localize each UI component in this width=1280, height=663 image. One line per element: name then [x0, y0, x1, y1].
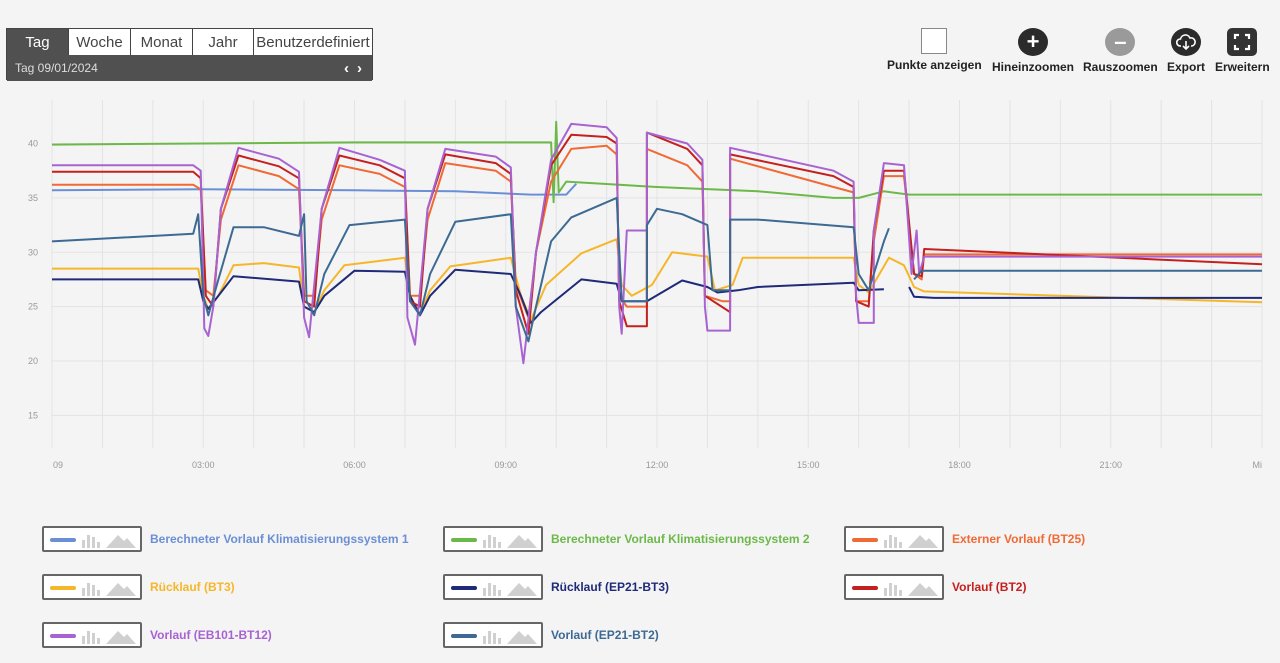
show-points-label: Punkte anzeigen: [887, 58, 982, 72]
chart-series: [51, 120, 1263, 365]
tab-woche[interactable]: Woche: [69, 29, 131, 55]
y-tick-label: 25: [28, 302, 38, 312]
legend-swatch[interactable]: [844, 574, 944, 600]
period-selector: Tag Woche Monat Jahr Benutzerdefiniert T…: [6, 28, 373, 81]
series-line[interactable]: [51, 120, 1262, 204]
legend-swatch[interactable]: [844, 526, 944, 552]
y-tick-label: 20: [28, 356, 38, 366]
y-tick-label: 35: [28, 193, 38, 203]
fullscreen-icon: [1227, 28, 1258, 56]
legend-item[interactable]: Vorlauf (EP21-BT2): [443, 622, 659, 648]
chart-type-icon: [483, 535, 537, 548]
chart-type-icon: [884, 535, 938, 548]
legend-label: Rücklauf (BT3): [150, 580, 235, 594]
x-tick-label: 15:00: [797, 460, 820, 470]
x-tick-label: 06:00: [343, 460, 366, 470]
x-tick-label: Mi: [1253, 460, 1263, 470]
legend-item[interactable]: Rücklauf (EP21-BT3): [443, 574, 669, 600]
date-bar: Tag 09/01/2024 ‹ ›: [7, 55, 372, 81]
legend-swatch[interactable]: [42, 574, 142, 600]
legend-line-marker: [451, 586, 477, 590]
x-axis-ticks: 09 03:00 06:00 09:00 12:00 15:00 18:00 21:00 Mi: [53, 460, 1262, 470]
y-tick-label: 30: [28, 247, 38, 257]
legend-item[interactable]: Berechneter Vorlauf Klimatisierungssyste…: [42, 526, 409, 552]
x-tick-label: 03:00: [192, 460, 215, 470]
expand-label: Erweitern: [1215, 60, 1270, 74]
series-line[interactable]: [913, 269, 1262, 281]
series-line[interactable]: [52, 268, 884, 324]
zoom-in-button[interactable]: + Hineinzoomen: [992, 28, 1074, 74]
legend-swatch[interactable]: [42, 526, 142, 552]
legend-label: Berechneter Vorlauf Klimatisierungssyste…: [150, 532, 409, 546]
x-tick-label: 09: [53, 460, 63, 470]
zoom-out-button[interactable]: – Rauszoomen: [1083, 28, 1158, 74]
show-points-toggle[interactable]: Punkte anzeigen: [887, 28, 982, 74]
legend-line-marker: [50, 634, 76, 638]
chart-type-icon: [483, 631, 537, 644]
cloud-download-icon: [1171, 28, 1201, 56]
legend-item[interactable]: Berechneter Vorlauf Klimatisierungssyste…: [443, 526, 810, 552]
legend-label: Vorlauf (EB101-BT12): [150, 628, 272, 642]
legend-item[interactable]: Vorlauf (EB101-BT12): [42, 622, 272, 648]
zoom-in-label: Hineinzoomen: [992, 60, 1075, 74]
legend-line-marker: [451, 538, 477, 542]
legend-swatch[interactable]: [443, 526, 543, 552]
chart-type-icon: [82, 583, 136, 596]
legend-label: Berechneter Vorlauf Klimatisierungssyste…: [551, 532, 810, 546]
legend-line-marker: [50, 586, 76, 590]
chart-type-icon: [483, 583, 537, 596]
export-label: Export: [1167, 60, 1206, 74]
x-tick-label: 09:00: [494, 460, 517, 470]
series-line[interactable]: [908, 286, 1262, 299]
chart-type-icon: [82, 631, 136, 644]
series-line[interactable]: [51, 183, 578, 196]
series-line[interactable]: [52, 238, 1263, 321]
tab-benutzerdefiniert[interactable]: Benutzerdefiniert: [256, 33, 370, 51]
date-navigation: ‹ ›: [344, 60, 362, 77]
expand-button[interactable]: Erweitern: [1215, 28, 1270, 74]
current-date-label: Tag 09/01/2024: [15, 61, 98, 75]
checkbox-icon[interactable]: [921, 28, 948, 54]
legend-item[interactable]: Externer Vorlauf (BT25): [844, 526, 1085, 552]
legend-label: Externer Vorlauf (BT25): [952, 532, 1086, 546]
chevron-left-icon[interactable]: ‹: [344, 59, 349, 77]
zoom-out-label: Rauszoomen: [1083, 60, 1158, 74]
chart-type-icon: [82, 535, 136, 548]
y-tick-label: 15: [28, 410, 38, 420]
legend-line-marker: [50, 538, 76, 542]
legend-line-marker: [451, 634, 477, 638]
tab-tag[interactable]: Tag: [7, 29, 69, 55]
legend-label: Vorlauf (BT2): [952, 580, 1027, 594]
period-tabs: Tag Woche Monat Jahr Benutzerdefiniert: [7, 29, 372, 55]
legend-line-marker: [852, 586, 878, 590]
plus-circle-icon: +: [1018, 28, 1048, 56]
line-chart[interactable]: 15 20 25 30 35 40 09 03:00 06:00 09:00 12:00 15:00…: [0, 90, 1280, 480]
legend-item[interactable]: Vorlauf (BT2): [844, 574, 1026, 600]
legend-swatch[interactable]: [443, 622, 543, 648]
legend-swatch[interactable]: [443, 574, 543, 600]
legend-line-marker: [852, 538, 878, 542]
export-button[interactable]: Export: [1167, 28, 1205, 74]
y-axis-ticks: 15 20 25 30 35 40: [28, 139, 38, 421]
tab-monat[interactable]: Monat: [131, 29, 193, 55]
legend-label: Vorlauf (EP21-BT2): [551, 628, 659, 642]
x-tick-label: 18:00: [948, 460, 971, 470]
legend-swatch[interactable]: [42, 622, 142, 648]
x-tick-label: 21:00: [1099, 460, 1122, 470]
legend-label: Rücklauf (EP21-BT3): [551, 580, 670, 594]
chart-type-icon: [884, 583, 938, 596]
x-tick-label: 12:00: [646, 460, 669, 470]
legend-item[interactable]: Rücklauf (BT3): [42, 574, 235, 600]
tab-jahr[interactable]: Jahr: [193, 29, 254, 55]
series-line[interactable]: [52, 122, 1262, 365]
series-line[interactable]: [51, 196, 890, 343]
chevron-right-icon[interactable]: ›: [357, 59, 362, 77]
y-tick-label: 40: [28, 139, 38, 149]
minus-circle-icon: –: [1105, 28, 1136, 56]
